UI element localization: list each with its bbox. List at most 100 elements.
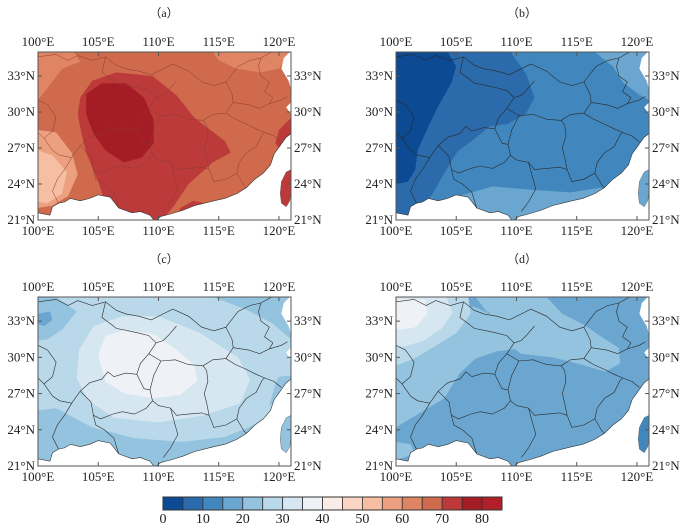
province-border [560,365,568,416]
province-border [459,56,535,98]
province-border [521,162,537,212]
province-border [594,132,623,174]
province-border [233,57,274,109]
lon-label-bottom: 120°E [263,469,296,484]
lon-label-bottom: 105°E [82,223,115,238]
lon-label-bottom: 115°E [203,223,235,238]
province-border [396,97,515,158]
province-border [507,360,568,416]
sea-mask [281,297,291,378]
lon-label-top: 100°E [380,279,413,294]
lon-label-top: 105°E [440,34,473,49]
lon-label-top: 110°E [142,279,174,294]
lon-label-top: 105°E [82,279,115,294]
province-border [396,99,415,139]
lat-label-left: 27°N [7,140,35,155]
province-border [79,390,153,420]
lon-label-bottom: 100°E [22,469,55,484]
lat-label-left: 30°N [365,349,393,364]
panel-title-d: （d） [506,252,537,266]
contour-fill [98,329,197,399]
lon-label-bottom: 105°E [440,223,473,238]
province-border [594,377,623,419]
province-border [451,169,477,209]
lat-label-right: 30°N [652,349,680,364]
province-border [93,415,119,454]
colorbar-box [481,496,503,511]
lat-label-left: 33°N [365,313,393,328]
province-border [101,301,177,344]
lon-label-bottom: 120°E [263,223,296,238]
contour-fill [38,311,53,326]
lon-label-top: 120°E [621,279,654,294]
lat-label-right: 30°N [652,104,680,119]
lat-label-left: 24°N [7,422,35,437]
lon-label-bottom: 105°E [440,469,473,484]
province-border [136,374,151,391]
province-border [269,341,288,350]
map-panel-a [38,52,291,220]
lon-label-top: 110°E [500,279,532,294]
colorbar-box [242,496,264,511]
province-border [52,157,72,204]
contour-fill [396,297,621,399]
lat-label-right: 30°N [294,104,322,119]
lat-label-right: 33°N [652,68,680,83]
colorbar-tick-label: 40 [315,512,330,527]
coastline [38,133,291,220]
lat-label-right: 21°N [294,458,322,473]
lon-label-bottom: 110°E [500,223,532,238]
lat-label-right: 27°N [652,140,680,155]
colorbar-box [381,496,403,511]
coastline [396,378,649,466]
colorbar-tick-label: 50 [355,512,370,527]
lat-label-right: 27°N [652,386,680,401]
lon-label-bottom: 115°E [561,223,593,238]
lat-label-right: 27°N [294,140,322,155]
coastline [396,133,649,220]
province-border [521,408,537,458]
contour-fill [38,297,77,341]
province-border [136,128,151,145]
lat-label-left: 24°N [365,422,393,437]
sea-mask [396,133,649,220]
province-border [38,99,57,139]
province-border [627,96,646,104]
province-border [560,120,568,170]
map-frame [395,51,650,221]
lon-label-top: 115°E [561,34,593,49]
sea-mask [38,133,291,220]
lon-label-bottom: 100°E [380,223,413,238]
colorbar-box [421,496,443,511]
province-border [38,52,272,86]
colorbar-box [461,496,483,511]
province-border [149,360,210,416]
lon-label-top: 115°E [561,279,593,294]
lat-label-left: 21°N [7,212,35,227]
lat-label-left: 30°N [365,104,393,119]
sea-mask [639,297,649,378]
colorbar-box [362,496,383,511]
lat-label-left: 24°N [365,176,393,191]
province-border [396,52,630,86]
province-border [163,162,179,212]
panel-title-b: （b） [506,6,537,20]
sea-mask [281,52,291,133]
lon-label-top: 115°E [203,279,235,294]
province-border [437,390,511,420]
colorbar-tick-label: 60 [395,512,410,527]
lat-label-left: 27°N [365,386,393,401]
contour-fill [396,299,428,330]
province-border [38,342,157,404]
lon-label-bottom: 110°E [142,469,174,484]
lon-label-bottom: 115°E [203,469,235,484]
sea-mask [38,379,291,466]
coastline [38,378,291,466]
colorbar-box [302,496,323,511]
map-panel-b [396,52,649,220]
lat-label-left: 27°N [7,386,35,401]
colorbar-box [262,496,284,511]
province-border [225,81,234,114]
panel-title-a: （a） [149,6,179,20]
contour-fill [396,297,551,314]
